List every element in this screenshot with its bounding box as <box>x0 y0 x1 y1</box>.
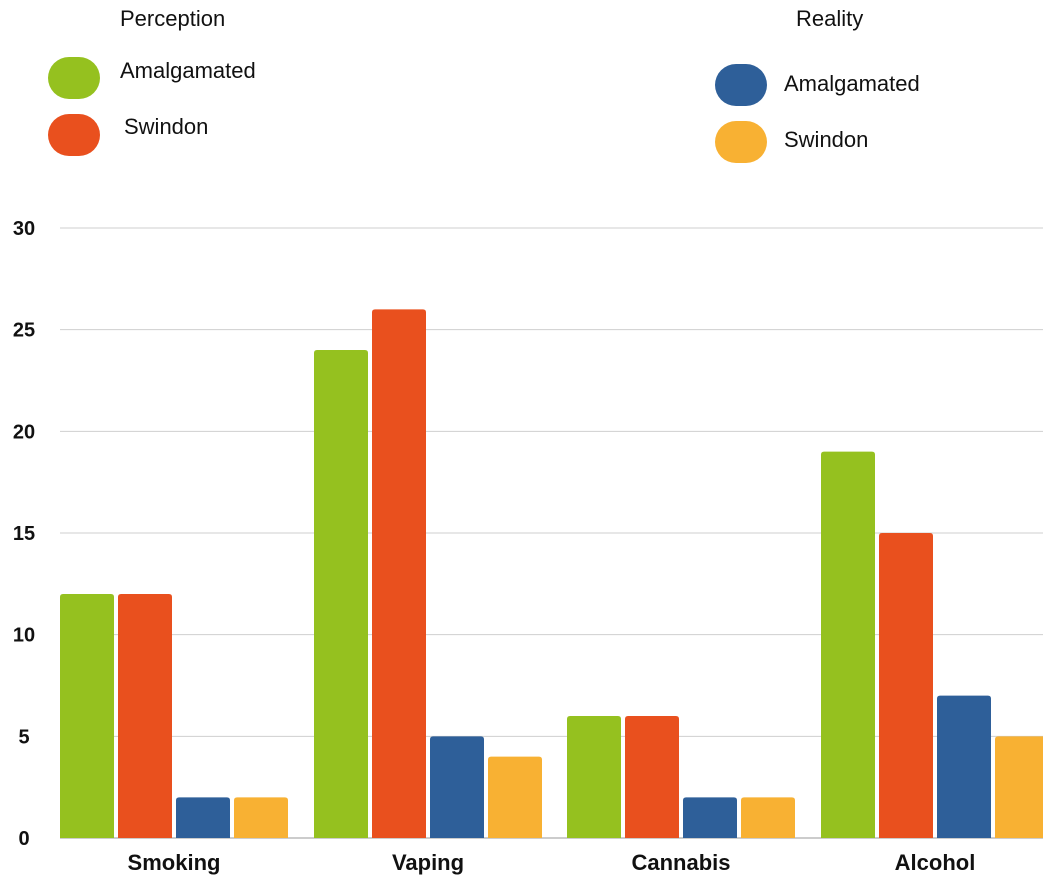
x-category-label: Smoking <box>128 850 221 875</box>
legend-reality-swindon-label: Swindon <box>784 127 868 152</box>
legend-perception-swindon-swatch <box>48 114 100 156</box>
legend-perception-amalgamated-swatch <box>48 57 100 99</box>
y-tick-label: 15 <box>13 523 35 545</box>
y-tick-label: 10 <box>13 625 35 647</box>
bar-alcohol-perception-amalgamated <box>821 451 875 838</box>
bar-cannabis-reality-swindon <box>741 797 795 838</box>
x-category-label: Cannabis <box>631 850 730 875</box>
x-category-label: Alcohol <box>895 850 976 875</box>
y-tick-label: 0 <box>18 828 29 850</box>
bar-alcohol-reality-amalgamated <box>937 695 991 838</box>
legend-reality-title: Reality <box>796 6 863 31</box>
bars <box>60 309 1043 838</box>
x-axis-categories: Smoking Vaping Cannabis Alcohol <box>128 850 976 875</box>
bar-vaping-reality-amalgamated <box>430 736 484 838</box>
bar-alcohol-perception-swindon <box>879 533 933 838</box>
legend-perception-swindon-label: Swindon <box>124 114 208 139</box>
bar-cannabis-perception-swindon <box>625 716 679 838</box>
y-tick-label: 25 <box>13 320 35 342</box>
legend-reality-swindon-swatch <box>715 121 767 163</box>
legend-perception-title: Perception <box>120 6 225 31</box>
y-tick-label: 5 <box>18 726 29 748</box>
bar-smoking-perception-swindon <box>118 594 172 838</box>
legend-reality-amalgamated-swatch <box>715 64 767 106</box>
bar-cannabis-perception-amalgamated <box>567 716 621 838</box>
bar-smoking-perception-amalgamated <box>60 594 114 838</box>
legend-perception: Perception Amalgamated Swindon <box>48 6 256 156</box>
legend-reality-amalgamated-label: Amalgamated <box>784 71 920 96</box>
y-tick-label: 30 <box>13 218 35 240</box>
x-category-label: Vaping <box>392 850 464 875</box>
legend-reality: Reality Amalgamated Swindon <box>715 6 920 163</box>
bar-vaping-reality-swindon <box>488 756 542 838</box>
bar-cannabis-reality-amalgamated <box>683 797 737 838</box>
bar-smoking-reality-amalgamated <box>176 797 230 838</box>
legend-perception-amalgamated-label: Amalgamated <box>120 58 256 83</box>
bar-vaping-perception-swindon <box>372 309 426 838</box>
y-axis-ticks: 0 5 10 15 20 25 30 <box>13 218 35 850</box>
bar-smoking-reality-swindon <box>234 797 288 838</box>
gridlines <box>60 227 1043 839</box>
bar-vaping-perception-amalgamated <box>314 350 368 838</box>
y-tick-label: 20 <box>13 421 35 443</box>
bar-alcohol-reality-swindon <box>995 736 1043 838</box>
